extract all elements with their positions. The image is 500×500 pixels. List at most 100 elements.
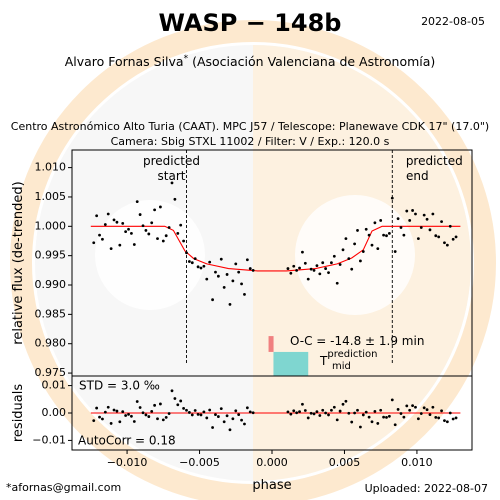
- residual-point: [295, 411, 299, 415]
- lightcurve-point: [237, 270, 241, 274]
- lightcurve-point: [243, 293, 246, 296]
- lightcurve-point: [393, 250, 397, 253]
- watermark-ring: [10, 20, 496, 500]
- residual-point: [216, 415, 220, 418]
- residual-point: [356, 408, 359, 412]
- predicted-start-label2: start: [158, 169, 186, 183]
- footer-uploaded: Uploaded: 2022-08-07: [365, 482, 488, 495]
- residual-point: [422, 406, 426, 410]
- lightcurve-point: [219, 257, 223, 261]
- phase-xlabel: phase: [252, 478, 291, 493]
- residual-point: [364, 410, 368, 414]
- residual-point: [243, 422, 246, 426]
- residual-point: [361, 413, 365, 417]
- lightcurve-point: [376, 247, 380, 251]
- lightcurve-point: [193, 257, 197, 260]
- residual-point: [127, 412, 130, 416]
- lightcurve-point: [141, 224, 145, 228]
- lightcurve-point: [338, 263, 342, 266]
- lightcurve-point: [164, 234, 168, 238]
- residual-point: [150, 409, 154, 413]
- lightcurve-point: [176, 231, 180, 235]
- residual-point: [153, 403, 157, 407]
- lightcurve-point: [370, 243, 374, 247]
- residual-point: [170, 389, 174, 393]
- lightcurve-point: [208, 260, 212, 264]
- residual-point: [330, 408, 333, 412]
- residual-point: [286, 410, 290, 414]
- lightcurve-point: [315, 264, 319, 268]
- residual-point: [289, 412, 293, 416]
- residual-point: [147, 415, 151, 418]
- lightcurve-panel: 0.975 0.980 0.985 0.990 0.995 1.000 1.005 1.010…: [11, 149, 473, 379]
- residual-point: [332, 405, 336, 409]
- lightcurve-point: [324, 267, 328, 270]
- watermark-logo: [10, 20, 496, 500]
- subtitle-line1: Centro Astronómico Alto Turia (CAAT). MP…: [11, 120, 489, 133]
- lightcurve-point: [385, 234, 388, 238]
- oc-text: O-C = -14.8 ± 1.9 min: [290, 334, 424, 348]
- lightcurve-point: [214, 270, 217, 274]
- residual-point: [341, 402, 345, 406]
- residual-point: [376, 422, 380, 425]
- residual-point: [298, 410, 301, 414]
- prediction-label-sub: mid: [332, 361, 351, 372]
- residual-point: [179, 399, 183, 403]
- lightcurve-point: [161, 239, 165, 243]
- residual-point: [202, 410, 206, 414]
- residuals-y-ticks: −0.01 0.00 0.01: [32, 379, 72, 446]
- residual-point: [416, 417, 420, 421]
- residual-point: [95, 406, 99, 410]
- lightcurve-point: [228, 302, 232, 306]
- lightcurve-point: [445, 243, 449, 247]
- lightcurve-point: [416, 237, 420, 241]
- residual-point: [303, 409, 307, 412]
- lightcurve-point: [330, 261, 333, 265]
- lightcurve-point: [251, 268, 255, 272]
- residual-point: [190, 413, 194, 417]
- observation-date: 2022-08-05: [421, 15, 485, 28]
- lightcurve-point: [425, 217, 429, 221]
- residual-point: [292, 409, 296, 413]
- lightcurve-point: [379, 219, 383, 222]
- lightcurve-point: [144, 229, 148, 232]
- oc-bar: [268, 336, 274, 352]
- lightcurve-point: [309, 267, 313, 271]
- residual-point: [101, 417, 104, 421]
- lightcurve-point: [361, 250, 365, 253]
- lightcurve-point: [92, 241, 96, 245]
- lightcurve-point: [411, 209, 414, 212]
- autocorr-text: AutoCorr = 0.18: [78, 434, 176, 448]
- residuals-ylabel: residuals: [11, 384, 26, 443]
- lightcurve-point: [121, 221, 125, 225]
- footer-email: *afornas@gmail.com: [6, 481, 121, 494]
- observer-organization: (Asociación Valenciana de Astronomía): [192, 54, 435, 69]
- lightcurve-point: [402, 233, 406, 237]
- lightcurve-point: [321, 261, 325, 265]
- lightcurve-point: [451, 237, 455, 241]
- residual-point: [321, 408, 325, 412]
- residual-point: [182, 406, 185, 410]
- lightcurve-point: [182, 239, 185, 243]
- residual-point: [367, 415, 371, 419]
- residual-point: [411, 404, 414, 407]
- residual-point: [132, 420, 136, 423]
- lightcurve-point: [127, 227, 130, 231]
- lightcurve-point: [135, 200, 139, 204]
- lightcurve-point: [153, 208, 157, 212]
- lightcurve-point: [306, 277, 310, 281]
- lightcurve-y-tick-label: 1.005: [35, 190, 67, 203]
- lightcurve-ylabel: relative flux (de-trended): [11, 181, 26, 344]
- residual-point: [121, 410, 125, 414]
- lightcurve-point: [118, 243, 122, 247]
- lightcurve-point: [341, 248, 345, 252]
- lightcurve-point: [95, 214, 99, 218]
- lightcurve-point: [159, 205, 162, 209]
- residual-point: [187, 411, 191, 414]
- lightcurve-point: [364, 227, 368, 231]
- residual-point: [248, 410, 252, 414]
- residuals-points: [92, 389, 458, 432]
- residual-point: [228, 428, 232, 432]
- residual-point: [237, 413, 241, 417]
